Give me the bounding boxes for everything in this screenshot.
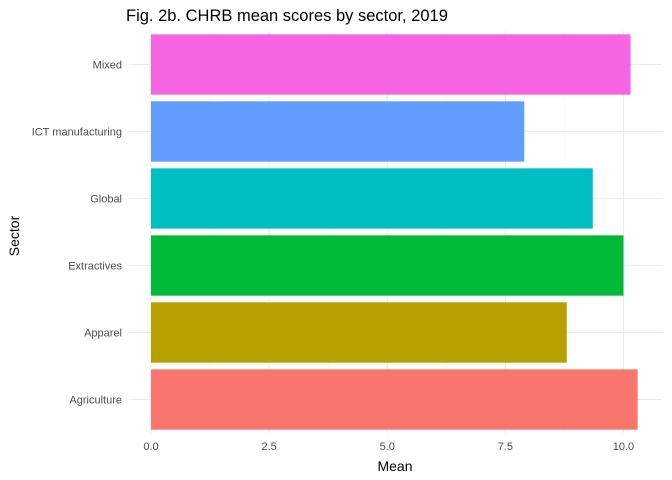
y-tick-label: Extractives (68, 261, 122, 273)
y-tick-label: Global (90, 194, 122, 206)
x-axis-title: Mean (377, 458, 412, 474)
bar-agriculture (151, 369, 638, 430)
x-tick-label: 5.0 (380, 441, 395, 453)
x-tick-label: 7.5 (498, 441, 513, 453)
bar-mixed (151, 34, 631, 95)
x-tick-label: 10.0 (613, 441, 634, 453)
y-axis-title: Sector (6, 215, 22, 256)
x-tick-label: 0.0 (143, 441, 158, 453)
y-tick-label: ICT manufacturing (32, 127, 122, 139)
bar-apparel (151, 302, 567, 363)
y-axis-tick-labels: Agriculture Apparel Extractives Global ICT m… (32, 60, 123, 407)
bars (151, 34, 638, 430)
y-tick-label: Agriculture (69, 395, 122, 407)
x-tick-label: 2.5 (261, 441, 276, 453)
x-axis-tick-labels: 0.0 2.5 5.0 7.5 10.0 (143, 441, 634, 453)
y-tick-label: Apparel (84, 328, 122, 340)
bar-ict-manufacturing (151, 101, 525, 162)
bar-extractives (151, 235, 624, 296)
chart-title: Fig. 2b. CHRB mean scores by sector, 201… (126, 7, 448, 25)
y-tick-label: Mixed (93, 60, 122, 72)
bar-global (151, 168, 593, 229)
